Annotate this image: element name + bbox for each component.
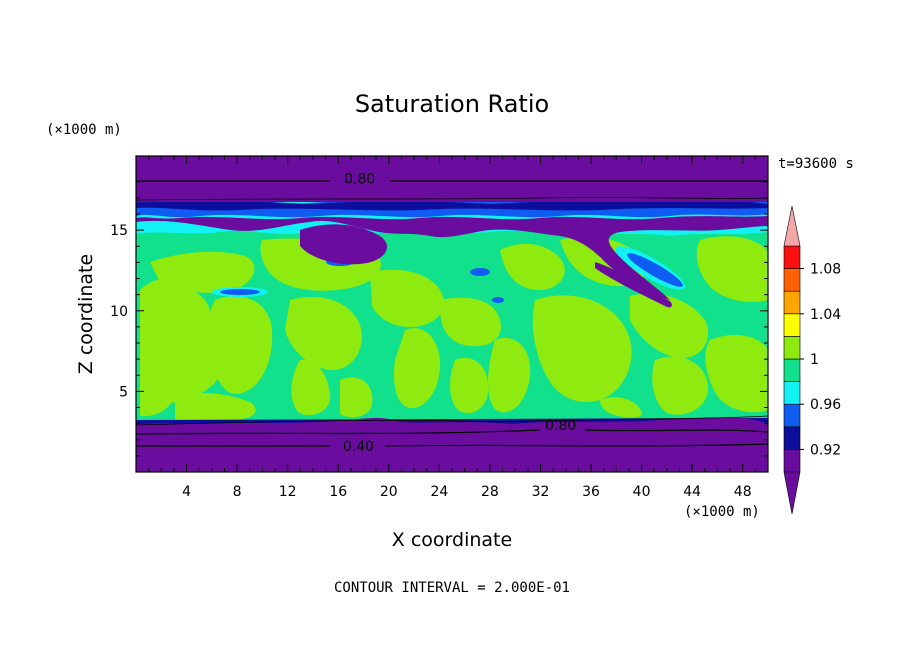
contour-field bbox=[136, 156, 768, 472]
colorbar-swatch bbox=[783, 245, 801, 269]
colorbar-swatch bbox=[783, 403, 801, 428]
supersaturated-regions bbox=[140, 236, 768, 420]
y-tick-label: 15 bbox=[110, 223, 128, 239]
contour-label: 0.40 bbox=[343, 439, 374, 455]
chart-title: Saturation Ratio bbox=[355, 90, 549, 118]
colorbar-label: 0.96 bbox=[810, 397, 841, 413]
contour-lines bbox=[136, 180, 768, 447]
colorbar-label: 1.04 bbox=[810, 307, 841, 323]
x-tick-label: 24 bbox=[430, 484, 448, 500]
contour-label: 0.80 bbox=[545, 418, 576, 434]
contour-cloud-base bbox=[136, 415, 768, 426]
colorbar-swatch bbox=[783, 268, 801, 292]
contour-040 bbox=[136, 443, 768, 447]
x-axis-label: X coordinate bbox=[392, 529, 512, 551]
x-tick-label: 16 bbox=[329, 484, 347, 500]
time-label: t=93600 s bbox=[778, 156, 854, 172]
colorbar-under-arrow bbox=[783, 471, 801, 515]
contour-interval-footer: CONTOUR INTERVAL = 2.000E-01 bbox=[334, 580, 570, 596]
colorbar-swatch bbox=[783, 381, 801, 405]
colorbar-swatch bbox=[783, 449, 801, 473]
y-units-label: (×1000 m) bbox=[46, 122, 122, 138]
contour-label: 0.80 bbox=[344, 172, 375, 188]
contour-labels: 0.80 0.80 0.40 bbox=[343, 172, 576, 456]
colorbar: 0.92 0.96 1 1.04 1.08 bbox=[783, 205, 841, 515]
x-tick-label: 40 bbox=[633, 484, 651, 500]
contour-080-lower bbox=[136, 429, 768, 435]
x-tick-label: 12 bbox=[279, 484, 297, 500]
colorbar-over-arrow bbox=[783, 205, 801, 247]
x-tick-label: 44 bbox=[683, 484, 701, 500]
y-axis-label: Z coordinate bbox=[75, 254, 97, 374]
y-tick-label: 10 bbox=[110, 304, 128, 320]
colorbar-label: 1 bbox=[810, 352, 819, 368]
colorbar-label: 0.92 bbox=[810, 442, 841, 458]
colorbar-swatch bbox=[783, 313, 801, 337]
colorbar-swatch bbox=[783, 426, 801, 450]
x-tick-label: 36 bbox=[582, 484, 600, 500]
colorbar-swatch bbox=[783, 336, 801, 360]
x-tick-label: 8 bbox=[233, 484, 242, 500]
y-axis: 5 10 15 bbox=[110, 181, 768, 457]
x-axis: 4 8 12 16 20 24 28 32 36 40 44 48 bbox=[148, 156, 756, 500]
y-tick-label: 5 bbox=[119, 384, 128, 400]
colorbar-label: 1.08 bbox=[810, 262, 841, 278]
x-tick-label: 48 bbox=[734, 484, 752, 500]
colorbar-swatch bbox=[783, 358, 801, 382]
dry-purple-layers bbox=[136, 156, 768, 472]
colorbar-swatch bbox=[783, 290, 801, 315]
contour-cloud-top bbox=[136, 197, 768, 201]
x-units-label: (×1000 m) bbox=[684, 504, 760, 520]
x-tick-label: 32 bbox=[532, 484, 550, 500]
x-tick-label: 4 bbox=[182, 484, 191, 500]
x-tick-label: 20 bbox=[380, 484, 398, 500]
x-tick-label: 28 bbox=[481, 484, 499, 500]
